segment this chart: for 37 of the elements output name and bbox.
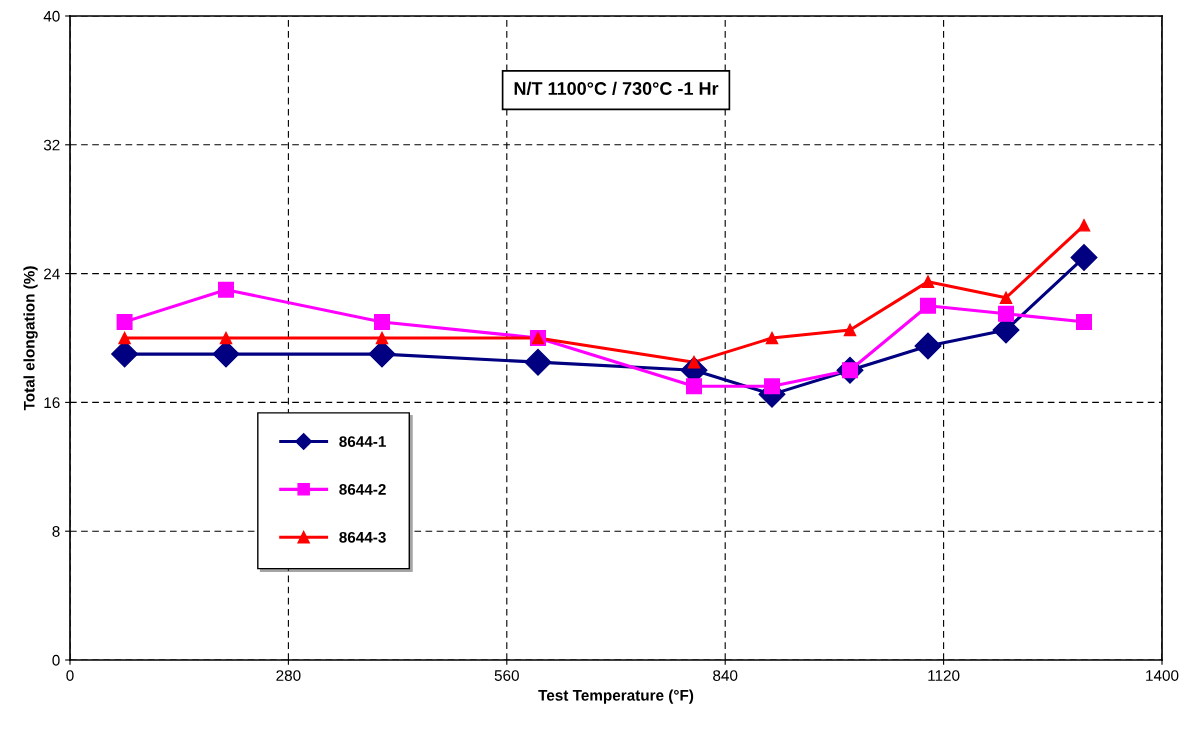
point [1077,219,1091,232]
y-axis-title: Total elongation (%) [23,266,38,411]
point [921,275,935,288]
point [999,291,1013,305]
point [1070,244,1098,271]
x-tick-label: 840 [713,670,738,681]
y-tick-label: 32 [43,139,60,151]
x-tick-label: 560 [494,670,519,681]
y-tick-label: 8 [52,526,60,537]
text: N/T 1100°C / 730°C -1 Hr [514,81,719,96]
x-tick-label: 280 [276,670,301,681]
x-axis-title: Test Temperature (°F) [538,689,694,704]
point [920,297,936,314]
point [914,332,942,360]
legend-label: 8644-1 [339,436,386,447]
point [843,323,857,337]
point [998,305,1014,322]
point [374,313,390,330]
y-tick-label: 40 [43,10,60,22]
y-tick-label: 16 [44,397,60,409]
point [219,331,233,345]
point [218,281,234,298]
x-tick-label: 0 [66,670,74,681]
point [686,378,702,395]
legend-label: 8644-2 [339,484,386,495]
legend-label: 8644-3 [339,531,386,543]
y-tick-label: 0 [52,654,60,666]
x-tick-label: 1400 [1146,670,1179,681]
y-tick-label: 24 [44,268,60,280]
point [116,313,133,330]
point [764,378,780,395]
x-tick-label: 1120 [928,670,960,681]
point [375,331,389,345]
point [524,348,552,376]
point [118,331,131,345]
point [765,331,779,345]
point [1076,313,1092,330]
